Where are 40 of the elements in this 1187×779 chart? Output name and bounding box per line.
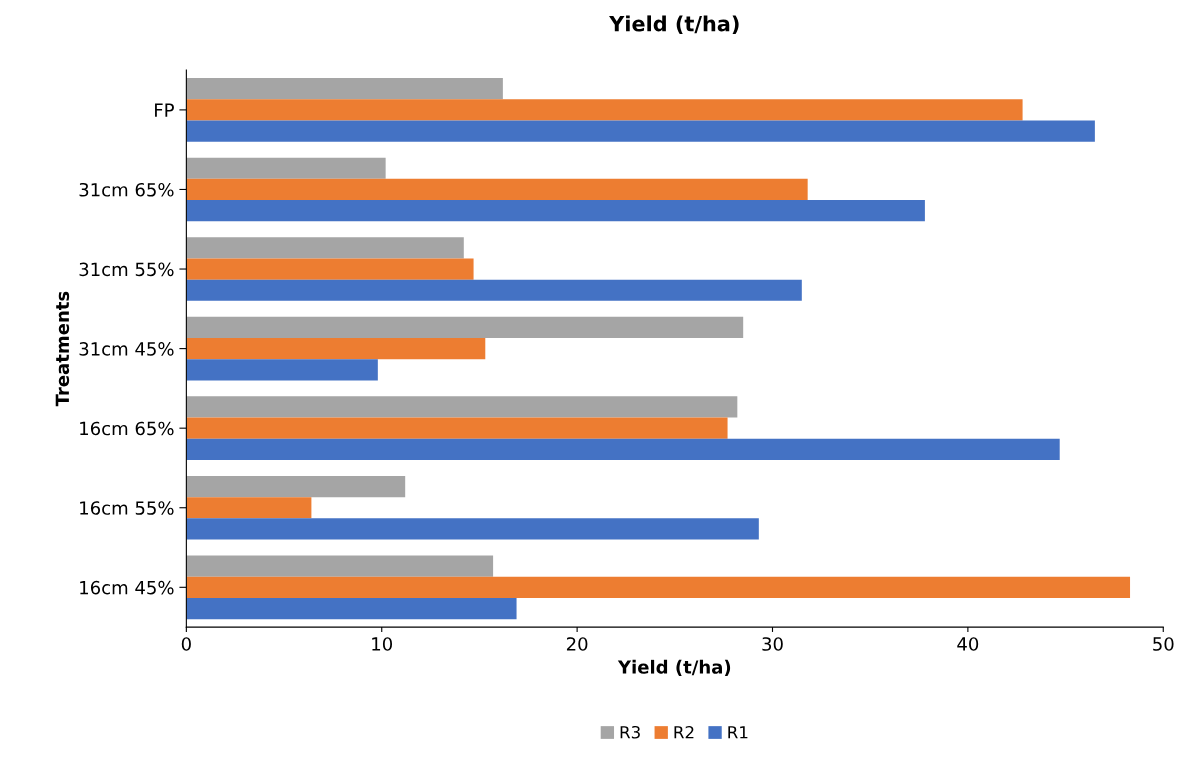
bar	[186, 555, 494, 577]
bar	[186, 178, 808, 201]
x-tick-label: 0	[181, 637, 191, 651]
bar	[186, 337, 486, 360]
bar	[186, 576, 1131, 598]
x-tick-label: 10	[372, 637, 393, 651]
legend-label: R1	[728, 726, 748, 739]
y-tick-label: 31cm 55%	[79, 262, 174, 277]
bar	[186, 497, 312, 519]
legend-label: R3	[620, 725, 640, 739]
bar	[186, 258, 474, 280]
y-tick-label: 16cm 55%	[80, 501, 174, 515]
bar	[186, 78, 503, 100]
y-axis-title: Treatments	[55, 291, 70, 407]
bar	[186, 316, 744, 338]
bar	[186, 157, 386, 179]
y-tick-label: FP	[155, 103, 174, 117]
bar	[186, 237, 464, 259]
y-tick-label: 16cm 65%	[80, 421, 174, 436]
bar	[186, 99, 1023, 121]
x-tick-label: 30	[762, 637, 783, 651]
bar	[186, 120, 1095, 142]
bar	[186, 475, 406, 498]
x-tick-label: 20	[566, 637, 588, 651]
legend-label: R2	[674, 725, 694, 739]
y-tick-label: 16cm 45%	[80, 580, 174, 595]
bar	[186, 518, 759, 540]
bar	[186, 200, 925, 222]
bar	[186, 438, 1060, 460]
bar	[186, 396, 738, 418]
x-tick-label: 50	[1153, 637, 1174, 651]
chart-title: Yield (t/ha)	[609, 15, 739, 34]
x-tick-label: 40	[957, 637, 979, 651]
bar	[186, 279, 802, 301]
y-tick-label: 31cm 45%	[79, 342, 174, 356]
x-axis-title: Yield (t/ha)	[617, 659, 731, 676]
bar	[186, 417, 728, 439]
bar	[186, 597, 517, 620]
bar	[186, 359, 378, 381]
y-tick-label: 31cm 65%	[79, 182, 174, 197]
